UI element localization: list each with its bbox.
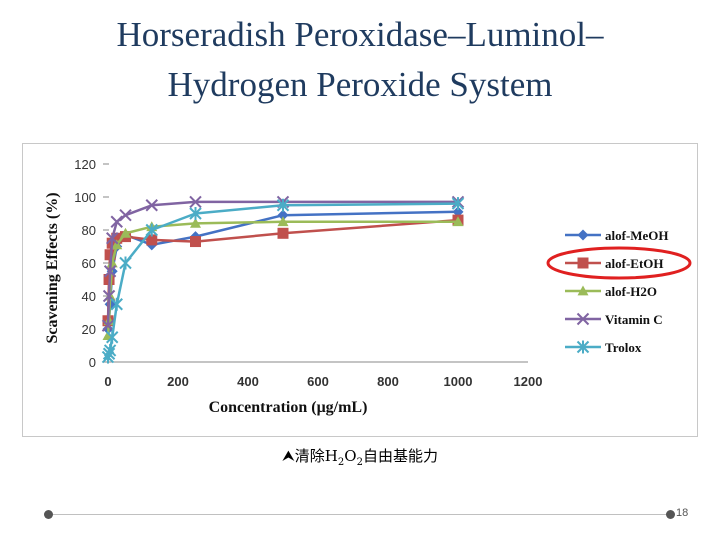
- x-tick-label: 1000: [444, 374, 473, 389]
- footer-divider: [53, 514, 666, 515]
- footer-left-dot: [44, 510, 53, 519]
- data-point-3-3-stroke: [105, 232, 119, 245]
- caption-sub2: 2: [356, 457, 363, 468]
- caption-mid: O: [344, 447, 357, 465]
- data-point-4-4: [110, 297, 123, 311]
- data-point-4-8: [276, 198, 290, 212]
- data-point-3-4-stroke: [110, 215, 123, 228]
- data-point-4-5: [119, 256, 132, 270]
- y-tick-label: 80: [82, 223, 96, 238]
- data-point-3-1-stroke: [102, 289, 116, 303]
- data-point-3-7-stroke: [189, 195, 202, 209]
- series-line-4: [106, 202, 459, 358]
- caption-sub1: 2: [337, 457, 345, 468]
- x-tick-label: 800: [377, 374, 399, 389]
- data-point-3-6: [145, 199, 158, 212]
- series-line-2: [106, 220, 458, 336]
- y-tick-label: 60: [82, 256, 96, 271]
- y-tick-label: 0: [89, 355, 96, 370]
- data-point-3-0-stroke: [101, 319, 115, 332]
- data-point-0-8: [277, 209, 289, 221]
- slide-title: Horseradish Peroxidase–Luminol– Hydrogen…: [0, 10, 720, 110]
- data-point-1-8: [277, 227, 289, 239]
- data-point-0-9: [452, 206, 464, 218]
- data-point-4-9: [451, 197, 465, 211]
- legend-label-4: Trolox: [605, 340, 642, 355]
- y-tick-label: 20: [82, 322, 96, 337]
- caption-suffix: 自由基能力: [362, 447, 438, 465]
- legend-marker-3-stroke: [576, 312, 590, 326]
- legend-marker-0: [577, 229, 589, 241]
- x-axis-title: Concentration (μg/mL): [209, 399, 368, 416]
- data-point-2-4: [111, 239, 123, 250]
- x-tick-label: 1200: [514, 374, 543, 389]
- legend-label-2: alof-H2O: [605, 284, 657, 299]
- data-point-3-5-stroke: [119, 208, 132, 222]
- caption-prefix: 清除H: [294, 447, 338, 465]
- data-point-3-4: [110, 215, 123, 228]
- y-axis-title: Scavening Effects (%): [44, 192, 61, 343]
- y-tick-label: 40: [82, 289, 96, 304]
- x-tick-label: 400: [237, 374, 259, 389]
- legend-marker-4: [576, 340, 590, 354]
- data-point-4-6: [145, 223, 158, 237]
- x-tick-label: 0: [104, 374, 111, 389]
- data-point-3-0: [101, 319, 115, 332]
- data-point-2-8: [277, 216, 289, 227]
- data-point-3-6-stroke: [145, 199, 158, 212]
- data-point-1-6: [146, 234, 158, 246]
- slide-title-line2: Hydrogen Peroxide System: [167, 65, 553, 104]
- footer-right-dot: [666, 510, 675, 519]
- legend-label-0: alof-MeOH: [605, 228, 669, 243]
- x-tick-label: 600: [307, 374, 329, 389]
- legend-marker-3: [576, 312, 590, 326]
- data-point-2-7: [190, 217, 201, 228]
- y-tick-label: 120: [74, 157, 96, 172]
- legend-marker-2: [577, 285, 589, 296]
- data-point-2-9: [452, 216, 464, 227]
- data-point-1-7: [190, 236, 201, 248]
- caption-marker-icon: ⮝: [282, 447, 295, 465]
- data-point-3-2: [103, 265, 117, 278]
- page-number: 18: [676, 507, 689, 519]
- data-point-4-3: [105, 330, 119, 344]
- chart-frame: 0 20 40 60 80 100 120 0 200 400 600 800 1000 1200 Conc…: [22, 143, 698, 437]
- slide-title-line1: Horseradish Peroxidase–Luminol–: [116, 15, 604, 54]
- x-tick-label: 200: [167, 374, 189, 389]
- data-point-2-5: [120, 227, 131, 238]
- legend-highlight-ellipse: [546, 246, 692, 280]
- data-point-3-7: [189, 195, 202, 209]
- data-point-3-2-stroke: [103, 265, 117, 278]
- data-point-1-4: [111, 232, 123, 244]
- figure-caption: ⮝清除H2O2自由基能力: [0, 445, 720, 468]
- data-point-3-3: [105, 232, 119, 245]
- data-point-3-5: [119, 208, 132, 222]
- legend-marker-1: [577, 257, 589, 269]
- data-point-4-7: [189, 207, 202, 220]
- data-point-4-2: [103, 343, 117, 357]
- y-tick-label: 100: [74, 190, 96, 205]
- legend-label-3: Vitamin C: [605, 312, 663, 327]
- legend-label-1: alof-EtOH: [605, 256, 664, 271]
